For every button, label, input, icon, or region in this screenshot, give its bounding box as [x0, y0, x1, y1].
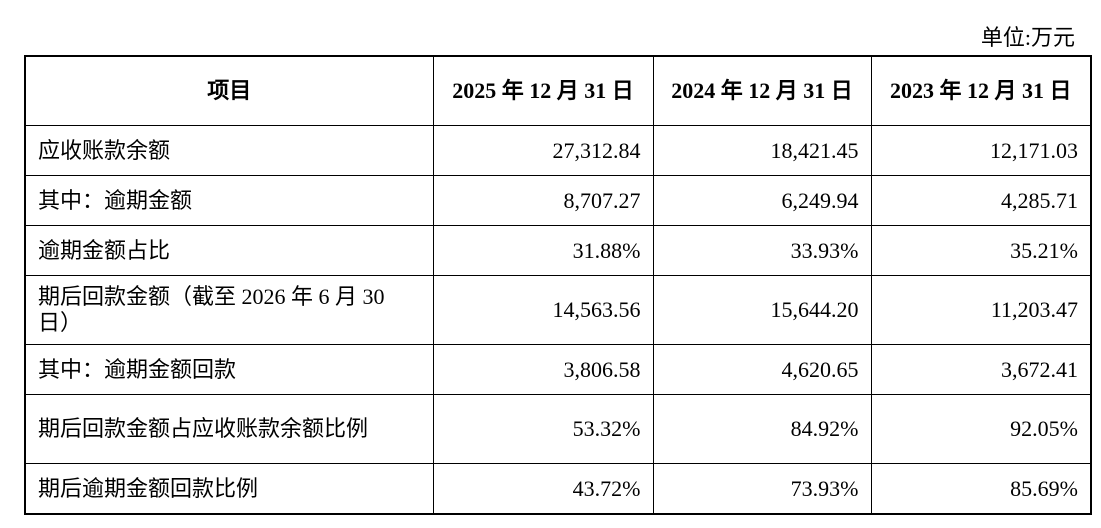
table-row: 其中：逾期金额 8,707.27 6,249.94 4,285.71 [24, 175, 1092, 226]
value-cell: 85.69% [870, 463, 1092, 515]
value-cell: 4,285.71 [870, 175, 1092, 226]
header-cell: 2023 年 12 月 31 日 [870, 55, 1092, 126]
header-cell: 项目 [24, 55, 434, 126]
row-label: 其中：逾期金额 [24, 175, 434, 226]
header-row: 项目 2025 年 12 月 31 日 2024 年 12 月 31 日 2023 年… [24, 55, 1092, 126]
value-cell: 14,563.56 [432, 275, 654, 345]
row-label: 期后回款金额占应收账款余额比例 [24, 394, 434, 464]
value-cell: 11,203.47 [870, 275, 1092, 345]
value-cell: 12,171.03 [870, 125, 1092, 176]
value-cell: 18,421.45 [652, 125, 872, 176]
value-cell: 92.05% [870, 394, 1092, 464]
table-row: 逾期金额占比 31.88% 33.93% 35.21% [24, 225, 1092, 276]
header-cell: 2025 年 12 月 31 日 [432, 55, 654, 126]
row-label: 逾期金额占比 [24, 225, 434, 276]
table-body: 应收账款余额 27,312.84 18,421.45 12,171.03 其中：逾期金额… [24, 125, 1092, 515]
row-label: 期后回款金额（截至 2026 年 6 月 30 日） [24, 275, 434, 345]
value-cell: 3,672.41 [870, 344, 1092, 395]
table-row: 其中：逾期金额回款 3,806.58 4,620.65 3,672.41 [24, 344, 1092, 395]
header-cell: 2024 年 12 月 31 日 [652, 55, 872, 126]
value-cell: 33.93% [652, 225, 872, 276]
value-cell: 31.88% [432, 225, 654, 276]
table-row: 期后回款金额占应收账款余额比例 53.32% 84.92% 92.05% [24, 394, 1092, 464]
value-cell: 84.92% [652, 394, 872, 464]
row-label: 其中：逾期金额回款 [24, 344, 434, 395]
row-label: 应收账款余额 [24, 125, 434, 176]
row-label: 期后逾期金额回款比例 [24, 463, 434, 515]
table-row: 期后回款金额（截至 2026 年 6 月 30 日） 14,563.56 15,64… [24, 275, 1092, 345]
value-cell: 35.21% [870, 225, 1092, 276]
unit-label: 单位:万元 [980, 25, 1075, 50]
value-cell: 15,644.20 [652, 275, 872, 345]
data-table: 项目 2025 年 12 月 31 日 2024 年 12 月 31 日 2023 年… [24, 55, 1092, 515]
value-cell: 53.32% [432, 394, 654, 464]
value-cell: 8,707.27 [432, 175, 654, 226]
value-cell: 6,249.94 [652, 175, 872, 226]
value-cell: 43.72% [432, 463, 654, 515]
value-cell: 73.93% [652, 463, 872, 515]
value-cell: 27,312.84 [432, 125, 654, 176]
value-cell: 4,620.65 [652, 344, 872, 395]
table-row: 应收账款余额 27,312.84 18,421.45 12,171.03 [24, 125, 1092, 176]
table-row: 期后逾期金额回款比例 43.72% 73.93% 85.69% [24, 463, 1092, 515]
value-cell: 3,806.58 [432, 344, 654, 395]
